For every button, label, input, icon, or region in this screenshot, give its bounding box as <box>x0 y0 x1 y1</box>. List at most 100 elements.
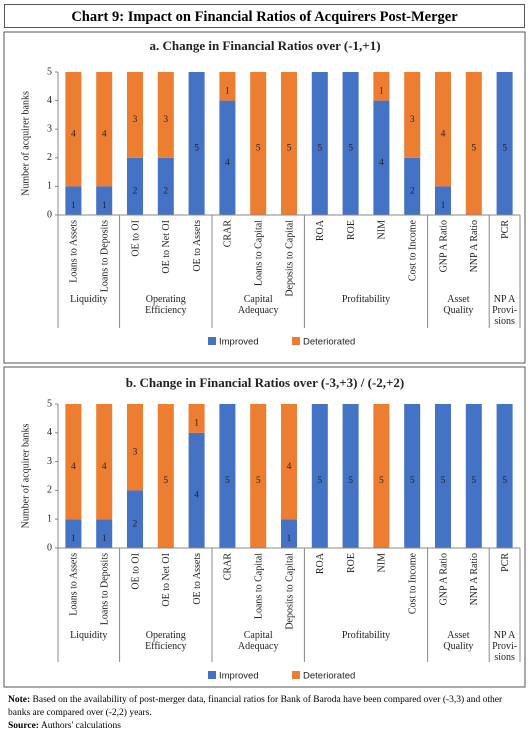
x-tick-label: ROE <box>346 553 357 573</box>
data-label: 5 <box>471 476 476 486</box>
bar-segment <box>434 186 452 215</box>
x-tick-label: Cost to Income <box>407 552 418 614</box>
data-label: 4 <box>102 462 107 472</box>
x-tick-label: Loans to Deposits <box>99 553 110 625</box>
x-tick-label: ROE <box>346 220 357 240</box>
data-label: 5 <box>348 144 353 154</box>
bar-segment <box>465 72 482 215</box>
x-tick-label: OE to OI <box>130 220 141 257</box>
group-label-line: Capital <box>244 294 273 305</box>
bar-segment <box>126 490 144 548</box>
group-label-line: NP A <box>494 630 516 641</box>
data-label: 2 <box>133 519 138 529</box>
data-label: 4 <box>194 491 199 501</box>
chart-title: Chart 9: Impact on Financial Ratios of A… <box>4 4 525 28</box>
data-label: 2 <box>133 187 138 197</box>
group-label-line: Operating <box>146 294 186 305</box>
bar-segment <box>157 157 174 215</box>
data-label: 1 <box>102 534 107 544</box>
group-label-line: Adequacy <box>238 305 279 316</box>
x-tick-label: OE to Net OI <box>161 553 172 607</box>
group-label-line: Asset <box>447 630 469 641</box>
note-label: Note: <box>8 695 31 705</box>
data-label: 1 <box>71 201 76 211</box>
bar-segment <box>65 404 82 520</box>
x-tick-label: Deposits to Capital <box>284 220 295 297</box>
bar-segment <box>219 72 236 101</box>
bar-segment <box>96 186 113 215</box>
group-label: Liquidity <box>70 630 107 641</box>
panel-title: a. Change in Financial Ratios over (-1,+… <box>149 38 380 53</box>
x-tick-label: NNP A Ratio <box>469 553 480 605</box>
y-tick-label: 0 <box>47 542 52 553</box>
data-label: 3 <box>133 115 138 125</box>
x-tick-label: Loans to Capital <box>253 553 264 619</box>
y-tick-label: 5 <box>47 66 52 77</box>
data-label: 1 <box>102 201 107 211</box>
data-label: 5 <box>256 144 261 154</box>
data-label: 3 <box>133 447 138 457</box>
legend-swatch <box>208 671 216 679</box>
y-tick-label: 3 <box>47 123 52 134</box>
group-label-line: Profitability <box>342 294 390 305</box>
data-label: 4 <box>102 129 107 139</box>
data-label: 5 <box>225 476 230 486</box>
group-label-line: Provi- <box>492 641 517 652</box>
group-label-line: Liquidity <box>70 630 107 641</box>
bar-segment <box>373 100 390 215</box>
bar-segment <box>280 519 298 548</box>
group-label-line: Operating <box>146 630 186 641</box>
legend-label: Deteriorated <box>303 671 355 682</box>
x-tick-label: PCR <box>500 220 511 239</box>
x-tick-label: GNP A Ratio <box>438 220 449 272</box>
data-label: 3 <box>410 115 415 125</box>
group-label-line: NP A <box>494 294 516 305</box>
group-label-line: Profitability <box>342 630 390 641</box>
bar-segment <box>434 72 452 187</box>
x-tick-label: NIM <box>377 220 388 240</box>
bar-segment <box>126 404 144 491</box>
x-tick-label: OE to OI <box>130 553 141 590</box>
x-tick-label: CRAR <box>223 220 234 248</box>
x-tick-label: Deposits to Capital <box>284 553 295 630</box>
data-label: 2 <box>410 187 415 197</box>
bar-segment <box>311 72 328 215</box>
group-label-line: Quality <box>443 641 473 652</box>
data-label: 5 <box>348 476 353 486</box>
group-label-line: Liquidity <box>70 294 107 305</box>
group-label: Operating Efficiency <box>145 294 186 316</box>
bar-segment <box>96 72 113 187</box>
y-tick-label: 4 <box>47 95 52 106</box>
bar-segment <box>188 432 205 548</box>
bar-segment <box>96 404 113 520</box>
legend-label: Improved <box>219 671 259 682</box>
legend-swatch <box>208 337 216 345</box>
note: Note: Based on the availability of post-… <box>8 694 523 733</box>
data-label: 5 <box>287 144 292 154</box>
group-label: NP A Provi-sions <box>492 630 517 663</box>
x-tick-label: PCR <box>500 553 511 572</box>
data-label: 5 <box>410 476 415 486</box>
bar-segment <box>311 404 328 548</box>
bar-segment <box>157 72 174 158</box>
bar-segment <box>250 404 267 548</box>
y-tick-label: 2 <box>47 485 52 496</box>
data-label: 5 <box>441 476 446 486</box>
data-label: 5 <box>502 476 507 486</box>
panel-frame <box>3 366 526 688</box>
bar-segment <box>404 404 421 548</box>
note-text: Based on the availability of post-merger… <box>8 695 503 718</box>
bar-segment <box>404 72 421 158</box>
bar-segment <box>157 404 174 548</box>
bar-segment <box>404 157 421 215</box>
y-tick-label: 3 <box>47 456 52 467</box>
bar-segment <box>373 72 390 101</box>
bar-segment <box>126 72 144 158</box>
y-tick-label: 4 <box>47 427 52 438</box>
group-label: NP A Provi-sions <box>492 294 517 327</box>
data-label: 1 <box>71 534 76 544</box>
group-label-line: Efficiency <box>145 305 186 316</box>
bar-segment <box>250 72 267 215</box>
bar-segment <box>434 404 452 548</box>
